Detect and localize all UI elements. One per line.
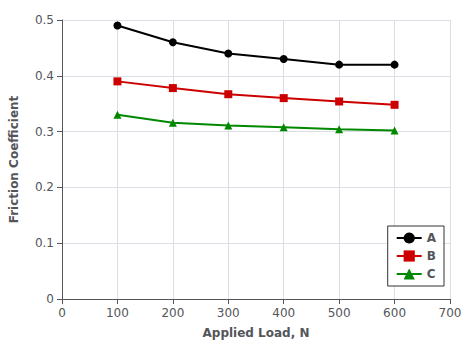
svg-text:A: A bbox=[427, 231, 437, 245]
svg-text:0.4: 0.4 bbox=[35, 69, 54, 83]
svg-text:700: 700 bbox=[439, 306, 462, 320]
svg-text:0.1: 0.1 bbox=[35, 236, 54, 250]
svg-text:500: 500 bbox=[328, 306, 351, 320]
svg-text:B: B bbox=[427, 249, 436, 263]
svg-text:Friction Coefficient: Friction Coefficient bbox=[7, 95, 21, 223]
svg-text:100: 100 bbox=[106, 306, 129, 320]
svg-text:Applied Load, N: Applied Load, N bbox=[203, 326, 310, 340]
svg-text:300: 300 bbox=[217, 306, 240, 320]
svg-text:0.5: 0.5 bbox=[35, 13, 54, 27]
svg-text:0.3: 0.3 bbox=[35, 125, 54, 139]
svg-text:400: 400 bbox=[272, 306, 295, 320]
svg-text:0: 0 bbox=[58, 306, 66, 320]
svg-text:C: C bbox=[427, 267, 436, 281]
svg-text:200: 200 bbox=[161, 306, 184, 320]
svg-text:600: 600 bbox=[383, 306, 406, 320]
svg-text:0: 0 bbox=[46, 292, 54, 306]
svg-text:0.2: 0.2 bbox=[35, 180, 54, 194]
